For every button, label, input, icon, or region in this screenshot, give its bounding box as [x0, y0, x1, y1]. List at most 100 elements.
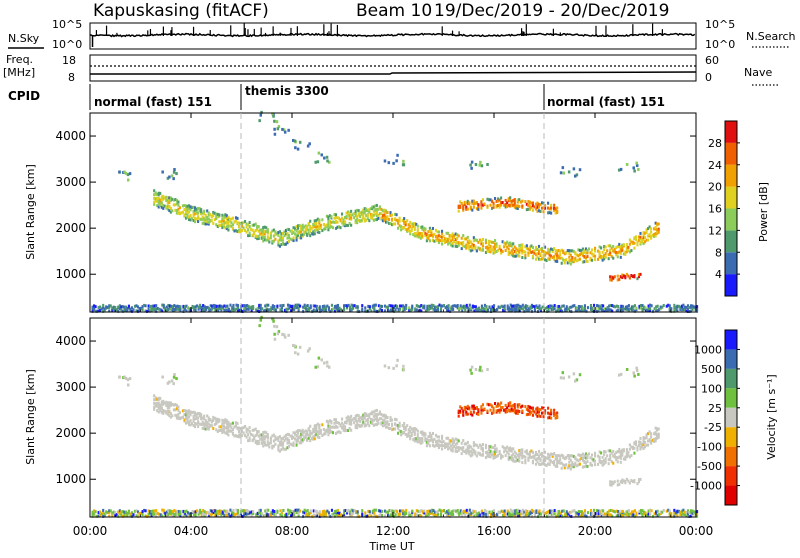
velocity-cell [509, 408, 512, 412]
power-cell [400, 304, 403, 308]
power-cell [233, 308, 237, 312]
velocity-cell [297, 514, 300, 518]
power-cell [277, 125, 281, 129]
power-cell [484, 241, 488, 245]
velocity-cell [326, 364, 329, 368]
velocity-cell [547, 462, 550, 466]
power-cell [229, 303, 232, 307]
velocity-cell [172, 403, 175, 407]
velocity-cell [301, 430, 304, 434]
velocity-cell [168, 380, 171, 384]
power-cell [494, 245, 497, 249]
velocity-cell [258, 324, 261, 328]
xaxis-tick: 12:00 [376, 524, 411, 538]
velocity-cell [653, 439, 656, 443]
velocity-cell [474, 450, 477, 454]
power-cell [242, 221, 245, 225]
power-cell [643, 235, 647, 239]
power-cell [327, 308, 330, 312]
power-cell [364, 309, 367, 313]
power-cell [251, 233, 254, 237]
velocity-cell [324, 510, 327, 514]
power-cell [440, 229, 444, 233]
velocity-cell [621, 448, 624, 452]
velocity-cell [520, 512, 523, 516]
power-cell [179, 309, 182, 313]
power-cell [153, 200, 156, 204]
power-cell [198, 209, 201, 213]
velocity-cell [504, 407, 507, 411]
velocity-cell [579, 514, 582, 518]
power-cell [402, 304, 405, 308]
power-cell [260, 233, 263, 237]
power-cell [495, 199, 498, 203]
velocity-cell [396, 358, 399, 362]
velocity-cell [415, 437, 418, 441]
velocity-cell [298, 435, 301, 439]
velocity-cell [537, 462, 541, 466]
velocity-cell [583, 460, 586, 464]
power-cell [533, 205, 536, 209]
power-cell [246, 307, 249, 311]
velocity-cell [195, 416, 198, 420]
velocity-cell [374, 423, 377, 427]
velocity-cell [357, 423, 360, 427]
velocity-cell [196, 509, 199, 513]
velocity-cell [686, 514, 690, 518]
velocity-cell [155, 514, 158, 518]
velocity-cell [638, 509, 641, 513]
power-cell [172, 203, 175, 207]
power-cell [601, 255, 604, 259]
velocity-cell [630, 445, 633, 449]
power-cell [171, 209, 174, 213]
power-cell [555, 309, 558, 313]
power-cell [435, 305, 438, 309]
power-cell [114, 306, 117, 310]
power-cell [507, 253, 510, 257]
velocity-cell [507, 404, 510, 408]
power-cell [339, 226, 342, 230]
power-cell [204, 218, 207, 222]
power-cell [350, 307, 353, 311]
power-cell [540, 246, 544, 250]
power-cell [556, 305, 559, 309]
power-cell [266, 228, 269, 232]
power-cell [129, 309, 132, 313]
power-cell [615, 250, 618, 254]
nsky-panel: N.Sky 10^5 10^0 10^5 10^0 N.Search [8, 18, 796, 51]
power-cell [463, 237, 466, 241]
power-cell [214, 304, 217, 308]
power-cell [227, 221, 230, 225]
power-cell [212, 303, 215, 307]
velocity-cell [544, 511, 547, 515]
power-cell [227, 224, 230, 228]
velocity-cell [524, 455, 527, 459]
power-cell [516, 253, 519, 257]
power-cell [294, 303, 297, 307]
velocity-cell [430, 433, 433, 437]
velocity-cell [413, 439, 416, 443]
velocity-cell [610, 480, 613, 484]
power-cell [515, 204, 518, 208]
velocity-cell [156, 397, 159, 401]
velocity-cell [435, 514, 438, 518]
power-cell [530, 305, 533, 309]
velocity-cell [169, 403, 172, 407]
velocity-cell [459, 446, 462, 450]
velocity-cell [436, 435, 439, 439]
power-cell [194, 212, 197, 216]
power-cell [436, 234, 439, 238]
power-cell [280, 236, 283, 240]
power-cell [403, 220, 406, 224]
velocity-cell [295, 438, 298, 442]
power-cell [448, 236, 451, 240]
velocity-cell [503, 450, 506, 454]
power-cell [359, 219, 362, 223]
velocity-cell [513, 459, 516, 463]
power-cell [363, 209, 366, 213]
power-cell [658, 308, 661, 312]
power-cell [572, 260, 575, 264]
power-cell [286, 307, 290, 311]
velocity-cell [319, 428, 322, 432]
velocity-cell [577, 463, 580, 467]
